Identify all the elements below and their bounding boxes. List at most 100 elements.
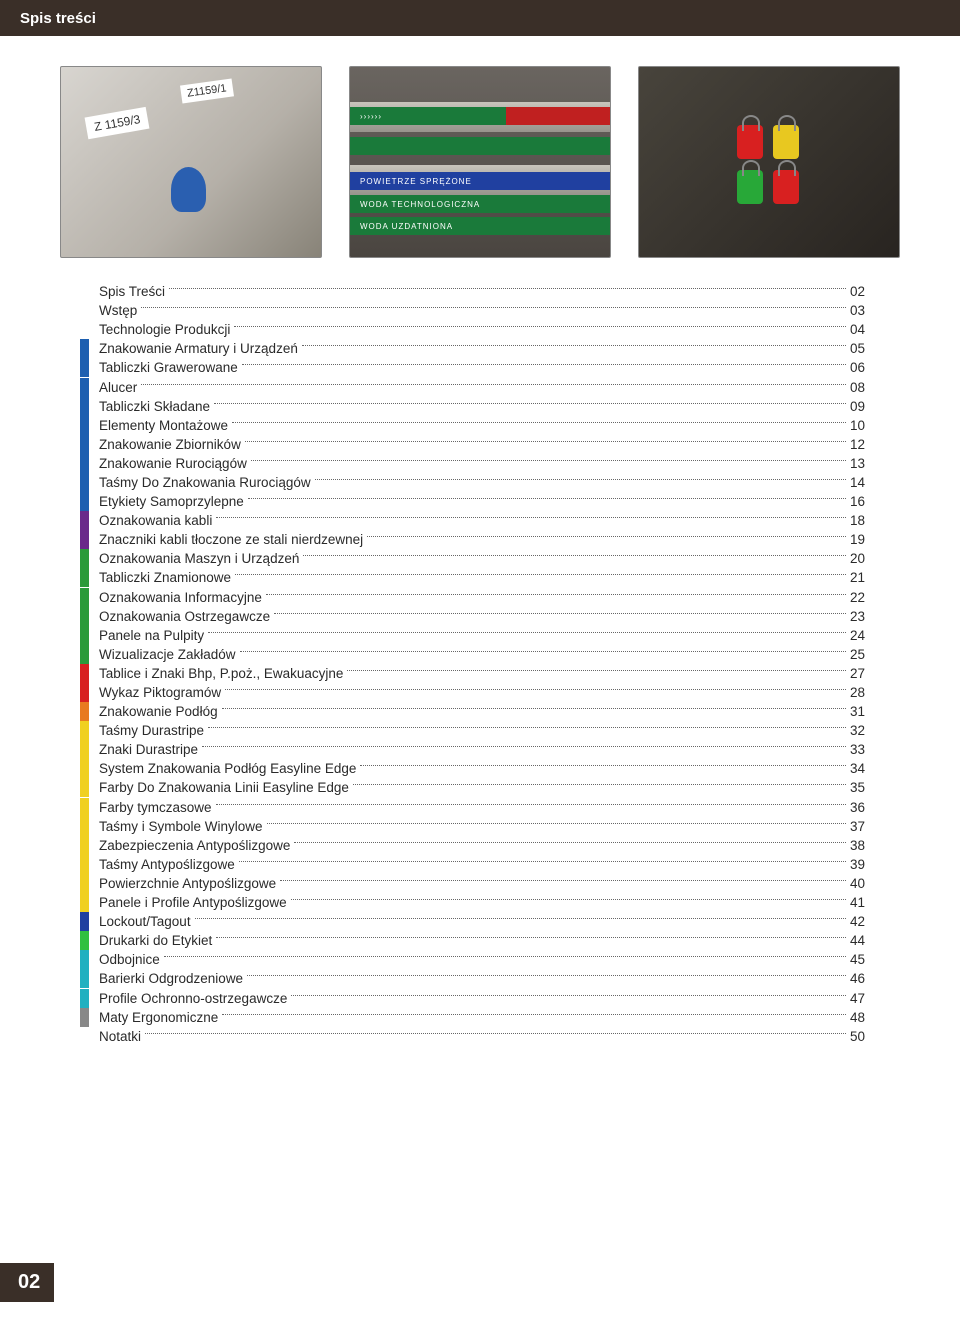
toc-row: Panele na Pulpity24: [80, 626, 865, 645]
color-tab: [80, 1027, 89, 1046]
color-tab: [80, 969, 89, 988]
toc-page: 20: [850, 551, 865, 566]
toc-row: Tabliczki Składane09: [80, 397, 865, 416]
toc-dots: [235, 574, 846, 575]
toc-page: 33: [850, 742, 865, 757]
toc-dots: [245, 441, 846, 442]
toc-dots: [214, 403, 846, 404]
toc-dots: [141, 307, 846, 308]
toc-title: Tablice i Znaki Bhp, P.poż., Ewakuacyjne: [99, 666, 343, 681]
toc-page: 41: [850, 895, 865, 910]
toc-row: Wstęp03: [80, 301, 865, 320]
color-tab: [80, 817, 89, 836]
toc-title: Drukarki do Etykiet: [99, 933, 212, 948]
toc-title: Maty Ergonomiczne: [99, 1010, 218, 1025]
toc-page: 39: [850, 857, 865, 872]
toc-dots: [222, 708, 846, 709]
toc-page: 10: [850, 418, 865, 433]
color-tab: [80, 607, 89, 626]
toc-dots: [291, 995, 846, 996]
toc-dots: [302, 345, 846, 346]
toc-title: System Znakowania Podłóg Easyline Edge: [99, 761, 356, 776]
images-row: ›››››› POWIETRZE SPRĘŻONE WODA TECHNOLOG…: [0, 36, 960, 282]
toc-title: Panele i Profile Antypoślizgowe: [99, 895, 287, 910]
toc-page: 12: [850, 437, 865, 452]
toc-dots: [195, 918, 846, 919]
toc-page: 14: [850, 475, 865, 490]
pipe-label: POWIETRZE SPRĘŻONE: [350, 172, 610, 190]
toc-page: 37: [850, 819, 865, 834]
pipe-label: WODA UZDATNIONA: [350, 217, 610, 235]
toc-page: 27: [850, 666, 865, 681]
toc-title: Taśmy Durastripe: [99, 723, 204, 738]
toc-dots: [141, 384, 846, 385]
toc-row: Farby tymczasowe 36: [80, 798, 865, 817]
toc-page: 04: [850, 322, 865, 337]
toc-row: Oznakowania Ostrzegawcze23: [80, 607, 865, 626]
toc-page: 24: [850, 628, 865, 643]
color-tab: [80, 435, 89, 454]
toc-page: 32: [850, 723, 865, 738]
toc-row: Znakowanie Podłóg31: [80, 702, 865, 721]
toc-page: 44: [850, 933, 865, 948]
color-tab: [80, 798, 89, 817]
toc-page: 28: [850, 685, 865, 700]
toc-page: 19: [850, 532, 865, 547]
toc-page: 45: [850, 952, 865, 967]
pipe-label: [350, 137, 610, 155]
toc-row: Znaczniki kabli tłoczone ze stali nierdz…: [80, 530, 865, 549]
toc-title: Alucer: [99, 380, 137, 395]
color-tab: [80, 1008, 89, 1027]
color-tab: [80, 950, 89, 969]
toc-row: Znakowanie Armatury i Urządzeń05: [80, 339, 865, 358]
toc-title: Wstęp: [99, 303, 137, 318]
toc-dots: [280, 880, 846, 881]
toc-row: Etykiety Samoprzylepne16: [80, 492, 865, 511]
toc-title: Taśmy Antypoślizgowe: [99, 857, 235, 872]
header-bar: Spis treści: [0, 0, 960, 36]
toc-page: 35: [850, 780, 865, 795]
toc-title: Znaki Durastripe: [99, 742, 198, 757]
toc-page: 36: [850, 800, 865, 815]
toc-dots: [222, 1014, 846, 1015]
toc-title: Taśmy i Symbole Winylowe: [99, 819, 263, 834]
toc-page: 38: [850, 838, 865, 853]
toc-title: Elementy Montażowe: [99, 418, 228, 433]
toc-row: Znakowanie Zbiorników12: [80, 435, 865, 454]
toc-page: 22: [850, 590, 865, 605]
toc-page: 08: [850, 380, 865, 395]
toc-dots: [239, 861, 846, 862]
toc-dots: [216, 804, 846, 805]
lock-yellow-icon: [773, 125, 799, 159]
toc-dots: [216, 517, 846, 518]
toc-page: 46: [850, 971, 865, 986]
toc-page: 25: [850, 647, 865, 662]
toc-title: Farby tymczasowe: [99, 800, 212, 815]
toc-row: Oznakowania Maszyn i Urządzeń 20: [80, 549, 865, 568]
toc-dots: [367, 536, 846, 537]
toc-dots: [248, 498, 846, 499]
toc-row: Barierki Odgrodzeniowe46: [80, 969, 865, 988]
color-tab: [80, 282, 89, 301]
pipe-label: WODA TECHNOLOGICZNA: [350, 195, 610, 213]
image-valve-labels: [60, 66, 322, 258]
lock-red-icon: [773, 170, 799, 204]
color-tab: [80, 893, 89, 912]
toc-row: Notatki50: [80, 1027, 865, 1046]
toc-row: Maty Ergonomiczne 48: [80, 1008, 865, 1027]
toc-dots: [202, 746, 846, 747]
toc-title: Oznakowania Ostrzegawcze: [99, 609, 270, 624]
color-tab: [80, 664, 89, 683]
toc-page: 02: [850, 284, 865, 299]
page-number: 02: [0, 1263, 54, 1302]
toc-row: Farby Do Znakowania Linii Easyline Edge3…: [80, 778, 865, 797]
color-tab: [80, 836, 89, 855]
toc-title: Oznakowania Maszyn i Urządzeń: [99, 551, 299, 566]
toc-title: Profile Ochronno-ostrzegawcze: [99, 991, 287, 1006]
toc-row: Zabezpieczenia Antypoślizgowe38: [80, 836, 865, 855]
toc-page: 48: [850, 1010, 865, 1025]
toc-row: Znakowanie Rurociągów13: [80, 454, 865, 473]
toc-row: Spis Treści02: [80, 282, 865, 301]
color-tab: [80, 912, 89, 931]
toc-dots: [315, 479, 846, 480]
